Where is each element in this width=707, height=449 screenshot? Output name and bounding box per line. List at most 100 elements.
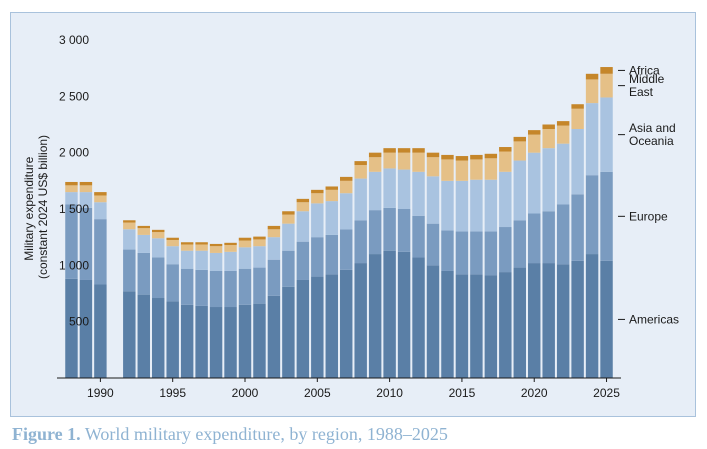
bar-africa-2019 [513,136,526,142]
bar-asia-and-oceania-1988 [65,192,78,205]
bar-middle-east-2022 [556,125,570,144]
bar-europe-1994 [152,257,165,299]
x-tick-label: 1995 [159,386,186,400]
bar-europe-1988 [65,204,78,279]
figure-caption: Figure 1. World military expenditure, by… [12,424,448,445]
bar-americas-2022 [556,264,570,378]
bar-africa-2022 [556,121,570,126]
y-tick-label: 500 [69,315,89,329]
bar-africa-2006 [325,186,338,190]
bar-middle-east-2015 [455,160,469,181]
legend-label-asia-and-oceania: Asia and [629,121,676,135]
figure-number: Figure 1. [12,424,81,444]
y-axis-label-line-1: Military expenditure [22,156,36,260]
bar-middle-east-2025 [600,73,613,98]
bar-africa-2003 [282,211,295,215]
bar-europe-2022 [556,204,570,265]
bar-europe-2015 [455,231,469,275]
figure-title: World military expenditure, by region, 1… [84,424,448,444]
bar-americas-2005 [311,276,324,378]
bar-middle-east-2000 [238,240,252,248]
bar-middle-east-1993 [137,228,150,235]
bar-middle-east-2001 [253,239,266,247]
bar-africa-1996 [180,242,194,245]
bar-europe-2021 [542,211,555,264]
bar-americas-2018 [499,272,512,378]
bar-asia-and-oceania-2002 [267,237,281,260]
bar-americas-2019 [513,267,526,378]
bar-americas-1997 [195,305,208,378]
bar-africa-2025 [600,67,613,74]
bar-africa-1997 [195,242,208,245]
bar-asia-and-oceania-2018 [499,171,512,228]
bar-middle-east-1994 [152,232,165,239]
bar-americas-1990 [94,284,107,378]
bar-europe-1998 [209,270,223,308]
bar-europe-2000 [238,268,252,305]
bar-americas-2004 [296,279,310,378]
bar-asia-and-oceania-2020 [528,152,541,214]
bar-asia-and-oceania-1996 [180,250,194,269]
bar-middle-east-2002 [267,229,281,238]
bar-middle-east-2008 [354,165,367,179]
bar-asia-and-oceania-1998 [209,252,223,271]
bar-asia-and-oceania-2008 [354,178,367,221]
bar-europe-1993 [137,252,150,295]
bar-middle-east-2016 [470,159,483,180]
bar-asia-and-oceania-1995 [166,246,179,265]
bar-asia-and-oceania-2007 [340,193,353,230]
bar-asia-and-oceania-2013 [426,176,440,224]
bar-americas-2003 [282,286,295,378]
legend-label-europe: Europe [629,209,668,223]
bar-africa-1990 [94,192,107,196]
bar-africa-2015 [455,156,469,161]
bar-middle-east-2009 [368,157,382,172]
x-tick-label: 2010 [376,386,403,400]
bar-asia-and-oceania-1997 [195,250,208,270]
legend-label-asia-and-oceania: Oceania [629,134,674,148]
y-tick-label: 2 500 [59,89,89,103]
y-tick-label: 3 000 [59,33,89,47]
bar-asia-and-oceania-2005 [311,203,324,238]
bar-asia-and-oceania-2016 [470,179,483,232]
bar-americas-2009 [368,254,382,378]
bar-americas-2025 [600,260,613,378]
bar-asia-and-oceania-1990 [94,202,107,220]
y-axis-label-line-2: (constant 2024 US$ billion) [36,135,50,279]
bar-africa-2013 [426,152,440,158]
x-tick-label: 2005 [304,386,331,400]
bar-africa-2004 [296,198,310,203]
bar-africa-2008 [354,161,367,166]
bar-middle-east-2024 [585,79,599,104]
bar-americas-1992 [123,291,136,378]
bar-middle-east-2018 [499,151,512,172]
bar-asia-and-oceania-2000 [238,247,252,269]
bar-middle-east-2014 [441,159,454,181]
x-tick-label: 2015 [449,386,476,400]
bar-africa-1995 [166,237,179,240]
bar-europe-1989 [79,207,93,280]
bar-africa-1998 [209,243,223,247]
bar-asia-and-oceania-1994 [152,238,165,258]
bar-asia-and-oceania-2009 [368,171,382,211]
bar-americas-1988 [65,278,78,378]
legend-label-africa: Africa [629,63,660,77]
bar-middle-east-2006 [325,189,338,202]
bar-asia-and-oceania-2015 [455,180,469,232]
bar-asia-and-oceania-2019 [513,160,526,221]
bar-asia-and-oceania-2010 [383,168,396,208]
bar-europe-2008 [354,220,367,264]
bar-americas-2021 [542,263,555,378]
bar-africa-2007 [340,176,353,181]
y-axis-ticks: 500 1 000 1 500 2 000 2 500 3 000 [59,33,89,329]
bar-africa-2002 [267,225,281,230]
bar-europe-2002 [267,259,281,296]
bar-asia-and-oceania-2011 [397,169,411,209]
bar-americas-2014 [441,270,454,378]
bar-africa-2016 [470,154,483,160]
bar-americas-2010 [383,250,396,378]
bar-africa-1988 [65,181,78,186]
bar-africa-2001 [253,236,266,240]
x-tick-label: 1990 [87,386,114,400]
bar-asia-and-oceania-2022 [556,143,570,205]
